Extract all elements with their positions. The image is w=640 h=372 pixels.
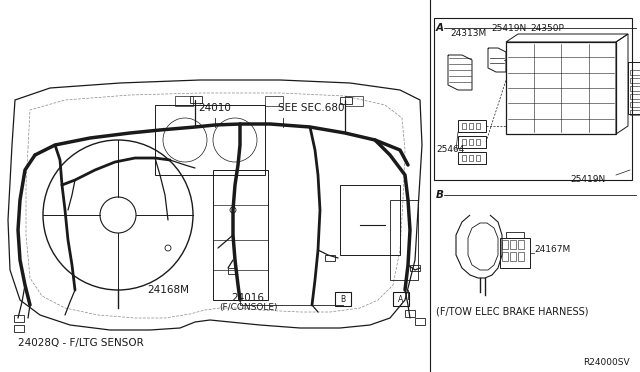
- Bar: [476, 139, 480, 145]
- Bar: [458, 152, 486, 164]
- Text: A: A: [398, 295, 404, 304]
- Bar: [405, 310, 415, 317]
- Bar: [434, 18, 632, 180]
- Bar: [462, 139, 466, 145]
- Bar: [630, 94, 640, 99]
- Text: 24168M: 24168M: [147, 285, 189, 295]
- Text: 25464: 25464: [436, 145, 465, 154]
- Text: B: B: [340, 295, 346, 304]
- Bar: [630, 70, 640, 75]
- Bar: [502, 252, 508, 261]
- Bar: [510, 252, 516, 261]
- Bar: [213, 170, 268, 300]
- Bar: [458, 136, 486, 148]
- Bar: [14, 315, 24, 322]
- Bar: [630, 86, 640, 91]
- Bar: [518, 240, 524, 249]
- Bar: [476, 123, 480, 129]
- Text: 24313M: 24313M: [450, 29, 486, 38]
- Text: (F/CONSOLE): (F/CONSOLE): [219, 303, 277, 312]
- Bar: [518, 252, 524, 261]
- Text: R24000SV: R24000SV: [584, 358, 630, 367]
- Bar: [630, 102, 640, 107]
- Bar: [502, 240, 508, 249]
- Bar: [155, 105, 265, 175]
- Bar: [476, 155, 480, 161]
- Bar: [469, 123, 473, 129]
- Bar: [506, 42, 616, 134]
- Text: 24350P: 24350P: [530, 24, 564, 33]
- Bar: [458, 120, 486, 132]
- Bar: [630, 78, 640, 83]
- Bar: [265, 96, 283, 106]
- Bar: [469, 139, 473, 145]
- Bar: [325, 255, 335, 261]
- Bar: [506, 232, 524, 238]
- Bar: [345, 96, 363, 106]
- Text: 24010: 24010: [198, 103, 232, 113]
- Text: 24028Q - F/LTG SENSOR: 24028Q - F/LTG SENSOR: [18, 338, 144, 348]
- Text: B: B: [436, 190, 444, 200]
- Bar: [469, 155, 473, 161]
- Bar: [14, 325, 24, 332]
- Bar: [335, 292, 351, 306]
- Bar: [628, 62, 640, 114]
- Bar: [340, 97, 352, 104]
- Bar: [340, 185, 400, 255]
- Bar: [462, 155, 466, 161]
- Bar: [390, 200, 418, 280]
- Bar: [462, 123, 466, 129]
- Text: SEE SEC.680: SEE SEC.680: [278, 103, 344, 113]
- Bar: [175, 96, 193, 106]
- Bar: [228, 268, 236, 274]
- Text: (F/TOW ELEC BRAKE HARNESS): (F/TOW ELEC BRAKE HARNESS): [436, 307, 589, 317]
- Bar: [630, 110, 640, 115]
- Text: 25419N: 25419N: [570, 175, 605, 184]
- Bar: [410, 265, 420, 271]
- Text: A: A: [436, 23, 444, 33]
- Text: 24167M: 24167M: [534, 246, 570, 254]
- Bar: [415, 318, 425, 325]
- Bar: [393, 292, 409, 306]
- Bar: [500, 238, 530, 268]
- Text: 25419N: 25419N: [491, 24, 526, 33]
- Text: 24016: 24016: [232, 293, 264, 303]
- Bar: [190, 96, 202, 103]
- Bar: [510, 240, 516, 249]
